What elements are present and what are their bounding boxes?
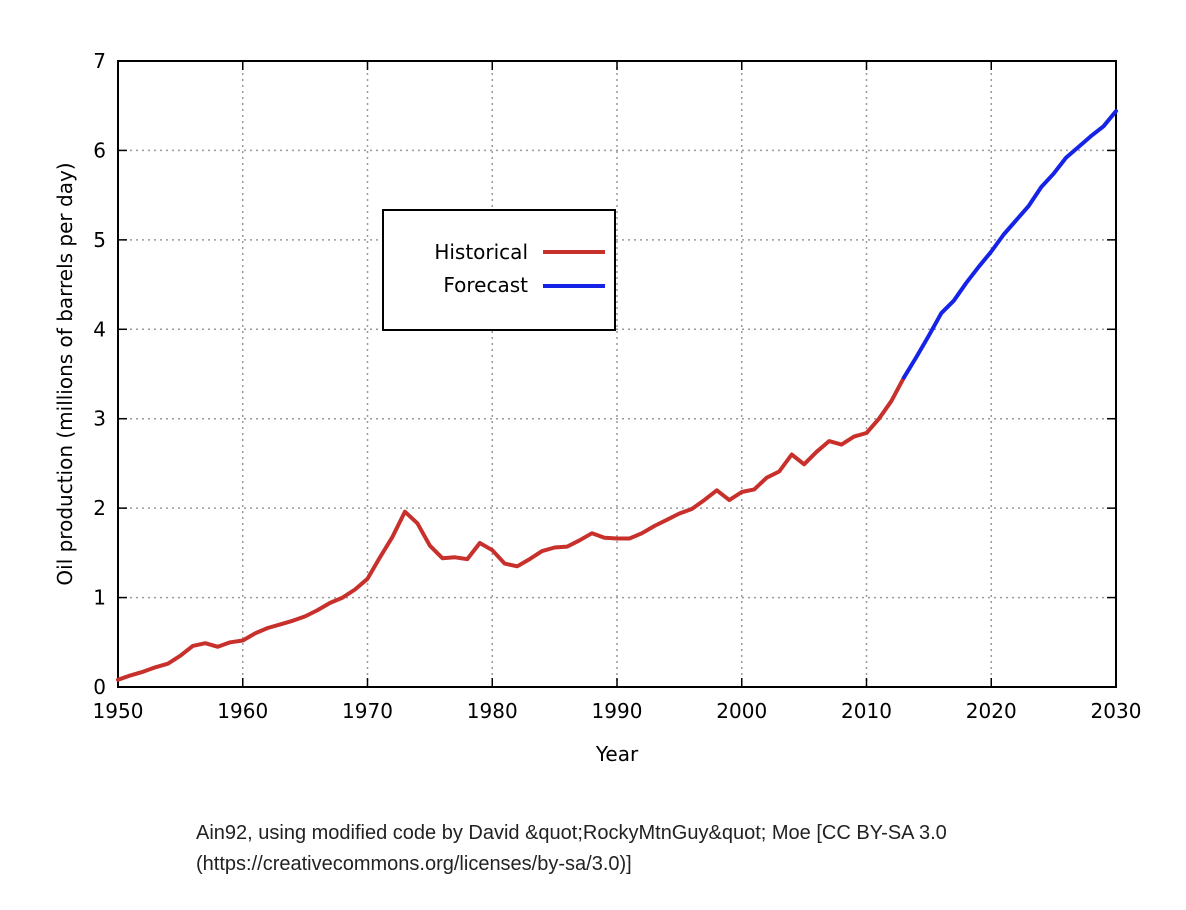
- y-tick-label: 4: [93, 317, 106, 341]
- y-tick-label: 5: [93, 228, 106, 252]
- x-tick-label: 1990: [592, 699, 643, 723]
- x-axis-title: Year: [595, 742, 639, 766]
- caption-line-1: Ain92, using modified code by David &quo…: [196, 822, 947, 844]
- y-axis-title: Oil production (millions of barrels per …: [53, 162, 77, 585]
- legend-box: [382, 209, 616, 331]
- y-tick-label: 7: [93, 49, 106, 73]
- x-tick-label: 1980: [467, 699, 518, 723]
- grid: [118, 61, 1116, 687]
- series-line-historical: [116, 375, 906, 682]
- series-line-forecast: [901, 109, 1118, 380]
- x-tick-label: 1950: [93, 699, 144, 723]
- ticks: 1950 1960 1970 1980 1990 2000 2010 2020 2030 0 1 2 3…: [93, 49, 1142, 723]
- caption-line-2: (https://creativecommons.org/licenses/by…: [196, 853, 632, 875]
- x-tick-label: 1970: [342, 699, 393, 723]
- legend-label-historical: Historical: [434, 240, 528, 264]
- legend-label-forecast: Forecast: [443, 273, 528, 297]
- chart: 1950 1960 1970 1980 1990 2000 2010 2020 2030 0 1 2 3…: [53, 49, 1142, 766]
- y-tick-label: 1: [93, 586, 106, 610]
- x-tick-label: 2030: [1091, 699, 1142, 723]
- legend: Historical Forecast: [382, 209, 616, 331]
- attribution-caption: Ain92, using modified code by David &quo…: [196, 818, 1156, 880]
- x-tick-label: 2010: [841, 699, 892, 723]
- y-tick-label: 6: [93, 138, 106, 162]
- x-tick-label: 2020: [966, 699, 1017, 723]
- x-tick-label: 2000: [716, 699, 767, 723]
- y-tick-label: 2: [93, 496, 106, 520]
- y-tick-label: 3: [93, 407, 106, 431]
- series-group: [116, 109, 1118, 682]
- y-tick-label: 0: [93, 675, 106, 699]
- x-tick-label: 1960: [217, 699, 268, 723]
